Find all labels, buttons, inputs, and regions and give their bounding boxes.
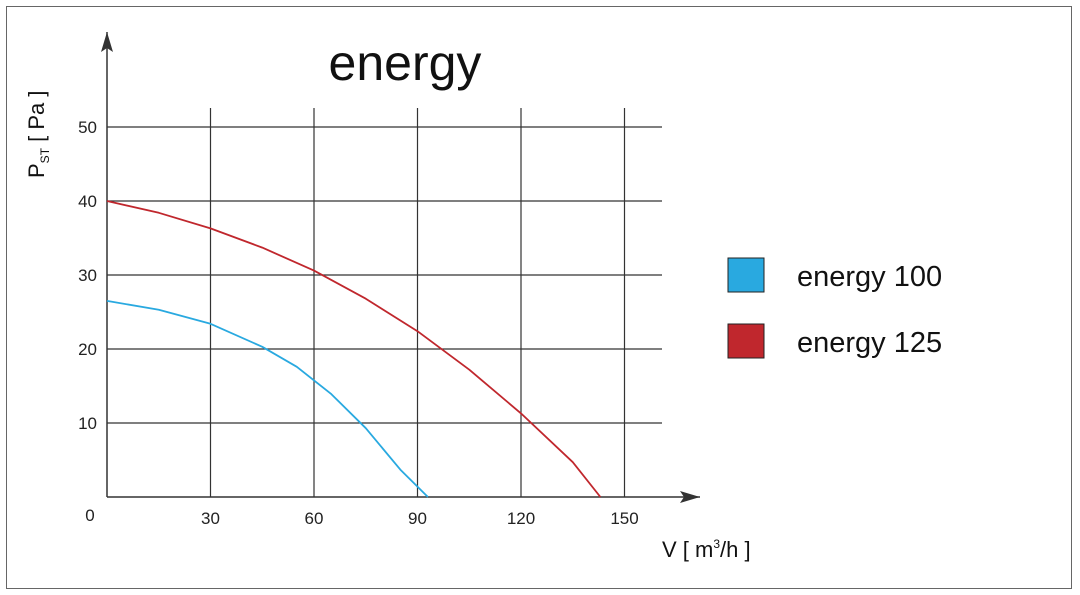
x-tick-label: 120 — [507, 509, 535, 528]
legend-label-2: energy 125 — [797, 327, 942, 359]
x-axis-label: V [ m3/h ] — [662, 537, 751, 562]
series-line-1 — [106, 300, 429, 498]
series-line-2 — [106, 200, 602, 498]
x-tick-label: 150 — [610, 509, 638, 528]
y-tick-label: 40 — [78, 192, 97, 211]
legend-swatch-1 — [727, 257, 765, 293]
y-tick-label: 10 — [78, 414, 97, 433]
legend-swatch-2 — [727, 323, 765, 359]
y-tick-label: 20 — [78, 340, 97, 359]
axes — [101, 32, 700, 503]
legend: energy 100 energy 125 — [727, 257, 942, 359]
legend-label-1: energy 100 — [797, 261, 942, 293]
origin-label: 0 — [85, 506, 94, 525]
x-axis-arrow — [680, 491, 700, 503]
y-axis-label: PST [ Pa ] — [24, 90, 52, 178]
x-tick-label: 90 — [408, 509, 427, 528]
y-axis-arrow — [101, 32, 113, 52]
series-lines — [106, 200, 602, 498]
x-tick-label: 60 — [305, 509, 324, 528]
x-tick-label: 30 — [201, 509, 220, 528]
grid — [107, 108, 662, 497]
chart-frame — [6, 6, 1072, 589]
y-tick-label: 50 — [78, 118, 97, 137]
tick-labels: 30 60 90 120 150 10 20 30 40 50 — [78, 118, 639, 528]
chart-title: energy — [329, 35, 482, 91]
y-tick-label: 30 — [78, 266, 97, 285]
